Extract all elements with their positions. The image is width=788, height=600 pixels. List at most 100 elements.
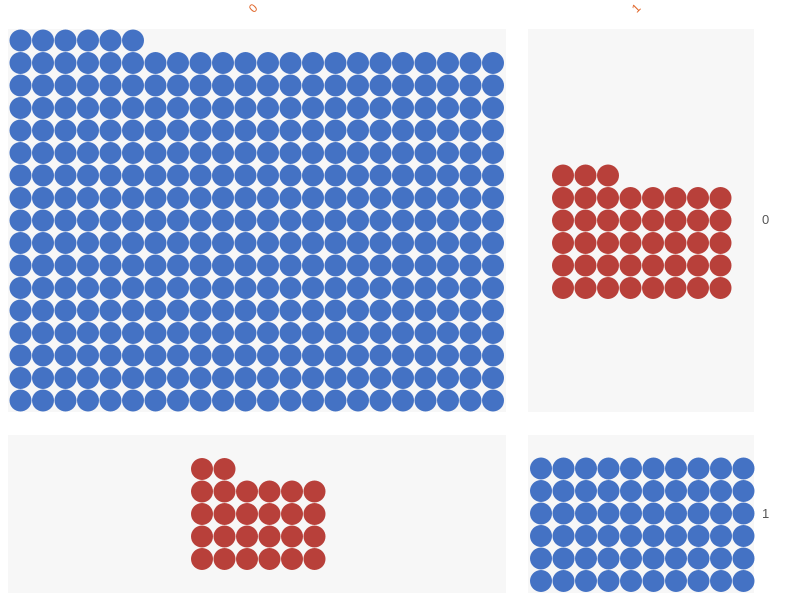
waffle-dot-0-0 xyxy=(369,232,392,254)
waffle-dot-0-0 xyxy=(234,389,257,412)
waffle-dot-0-0 xyxy=(9,367,32,389)
waffle-dot-0-0 xyxy=(324,119,347,142)
waffle-dot-0-1 xyxy=(574,209,597,232)
waffle-dot-0-0 xyxy=(144,322,167,344)
waffle-dot-0-0 xyxy=(167,164,189,187)
waffle-dot-0-0 xyxy=(167,344,189,367)
waffle-dot-0-0 xyxy=(369,187,392,209)
waffle-dot-0-0 xyxy=(122,164,144,187)
waffle-dot-0-0 xyxy=(437,232,459,254)
waffle-dot-0-0 xyxy=(54,74,77,97)
waffle-dot-1-1 xyxy=(597,525,620,547)
waffle-dot-1-1 xyxy=(687,502,710,525)
waffle-dot-0-0 xyxy=(122,74,144,97)
waffle-dot-0-0 xyxy=(189,344,212,367)
waffle-dot-1-1 xyxy=(552,502,575,525)
waffle-dot-0-0 xyxy=(167,322,189,344)
waffle-dot-0-0 xyxy=(302,232,324,254)
waffle-dot-0-0 xyxy=(302,277,324,299)
waffle-dot-0-0 xyxy=(122,254,144,277)
waffle-dot-0-0 xyxy=(234,322,257,344)
waffle-dot-1-0 xyxy=(258,480,281,503)
waffle-dot-0-0 xyxy=(414,187,437,209)
waffle-dot-0-1 xyxy=(709,232,732,254)
waffle-dot-0-0 xyxy=(9,299,32,322)
waffle-dot-1-1 xyxy=(642,547,665,570)
waffle-dot-1-0 xyxy=(213,525,236,548)
waffle-dot-0-0 xyxy=(54,322,77,344)
waffle-dot-0-0 xyxy=(414,344,437,367)
waffle-dot-1-0 xyxy=(191,525,213,548)
waffle-dot-0-0 xyxy=(437,322,459,344)
waffle-dot-1-1 xyxy=(710,570,732,592)
waffle-dot-0-0 xyxy=(437,164,459,187)
waffle-dot-1-1 xyxy=(530,502,552,525)
waffle-dot-0-0 xyxy=(392,52,414,74)
waffle-dot-0-0 xyxy=(212,142,234,164)
waffle-dot-1-1 xyxy=(575,457,597,480)
waffle-dot-0-0 xyxy=(347,232,369,254)
waffle-dot-1-1 xyxy=(620,525,642,547)
waffle-dot-0-0 xyxy=(257,142,279,164)
waffle-dot-1-1 xyxy=(597,457,620,480)
waffle-dot-0-0 xyxy=(167,389,189,412)
waffle-dot-0-0 xyxy=(54,344,77,367)
waffle-dot-0-0 xyxy=(122,277,144,299)
waffle-dot-0-0 xyxy=(369,52,392,74)
waffle-dot-0-0 xyxy=(99,389,122,412)
row-label-1: 1 xyxy=(762,506,769,521)
waffle-dot-0-0 xyxy=(324,187,347,209)
waffle-dot-0-0 xyxy=(234,277,257,299)
waffle-dot-0-0 xyxy=(437,74,459,97)
waffle-dot-0-0 xyxy=(347,52,369,74)
waffle-dot-1-1 xyxy=(687,480,710,502)
waffle-dot-1-0 xyxy=(303,503,326,525)
waffle-dot-0-0 xyxy=(482,254,504,277)
waffle-dot-0-0 xyxy=(279,142,302,164)
waffle-dot-1-0 xyxy=(236,548,258,570)
waffle-dot-1-1 xyxy=(597,547,620,570)
waffle-dot-0-0 xyxy=(54,142,77,164)
waffle-dot-0-0 xyxy=(234,254,257,277)
waffle-dot-0-0 xyxy=(437,187,459,209)
waffle-dot-0-0 xyxy=(279,187,302,209)
waffle-dot-0-0 xyxy=(324,322,347,344)
waffle-dot-0-0 xyxy=(144,277,167,299)
waffle-dot-1-1 xyxy=(710,502,732,525)
waffle-dot-0-1 xyxy=(552,209,574,232)
waffle-dot-0-0 xyxy=(347,187,369,209)
waffle-dot-0-0 xyxy=(54,254,77,277)
waffle-dot-0-0 xyxy=(459,97,482,119)
waffle-dot-0-1 xyxy=(709,254,732,277)
waffle-dot-0-0 xyxy=(77,389,99,412)
waffle-dot-0-1 xyxy=(709,187,732,209)
waffle-dot-0-0 xyxy=(32,389,54,412)
waffle-dot-0-0 xyxy=(459,322,482,344)
waffle-dot-0-0 xyxy=(122,344,144,367)
waffle-dot-1-1 xyxy=(732,502,755,525)
waffle-dot-0-0 xyxy=(482,367,504,389)
waffle-dot-0-0 xyxy=(437,52,459,74)
waffle-dot-0-0 xyxy=(122,209,144,232)
waffle-dot-0-0 xyxy=(54,29,77,52)
waffle-dot-0-0 xyxy=(482,52,504,74)
waffle-dot-0-0 xyxy=(369,74,392,97)
waffle-dot-1-1 xyxy=(552,525,575,547)
waffle-dot-0-0 xyxy=(257,344,279,367)
waffle-dot-0-0 xyxy=(437,277,459,299)
waffle-dot-0-0 xyxy=(347,119,369,142)
waffle-dot-0-0 xyxy=(392,322,414,344)
waffle-dot-0-0 xyxy=(392,187,414,209)
waffle-dot-0-1 xyxy=(642,277,664,299)
waffle-dot-1-1 xyxy=(687,547,710,570)
waffle-dot-0-0 xyxy=(482,74,504,97)
waffle-dot-1-1 xyxy=(687,570,710,592)
waffle-dot-0-0 xyxy=(122,322,144,344)
waffle-dot-0-0 xyxy=(77,164,99,187)
waffle-dot-0-0 xyxy=(392,232,414,254)
waffle-dot-0-0 xyxy=(212,389,234,412)
waffle-dot-0-0 xyxy=(189,367,212,389)
waffle-dot-0-0 xyxy=(122,187,144,209)
waffle-dot-0-0 xyxy=(392,254,414,277)
waffle-dot-0-0 xyxy=(482,209,504,232)
